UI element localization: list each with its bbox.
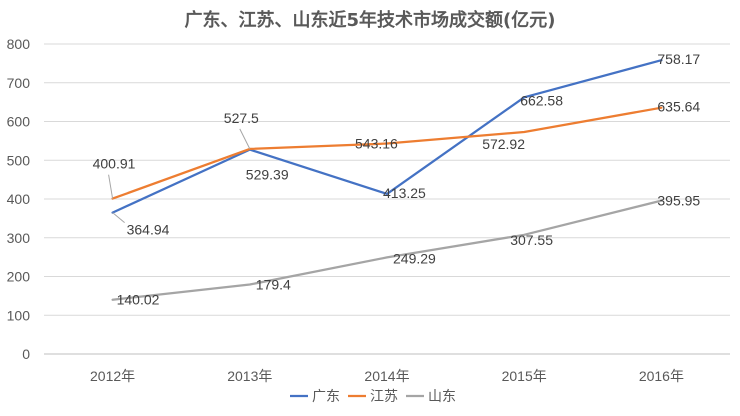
data-label: 572.92 [482, 136, 525, 152]
data-label-leader [112, 212, 125, 223]
legend-label: 江苏 [370, 389, 398, 405]
y-tick-label: 700 [7, 75, 31, 91]
data-label: 400.91 [93, 156, 136, 172]
y-tick-label: 100 [7, 307, 31, 323]
data-label: 395.95 [657, 193, 700, 209]
x-tick-label: 2016年 [639, 368, 684, 384]
data-label-leader [108, 174, 114, 199]
y-tick-label: 300 [7, 230, 31, 246]
x-tick-label: 2012年 [90, 368, 135, 384]
data-label: 758.17 [657, 51, 700, 67]
y-tick-label: 500 [7, 152, 31, 168]
y-tick-label: 400 [7, 191, 31, 207]
data-label: 249.29 [393, 250, 436, 266]
y-tick-label: 0 [22, 346, 30, 362]
legend-label: 广东 [312, 389, 340, 405]
data-label: 635.64 [657, 99, 700, 115]
data-label: 140.02 [117, 292, 160, 308]
y-tick-label: 600 [7, 114, 31, 130]
data-label: 527.5 [224, 110, 259, 126]
series-line-0 [111, 59, 663, 214]
x-tick-label: 2014年 [364, 368, 409, 384]
legend-label: 山东 [428, 389, 456, 405]
data-label-leader [239, 128, 251, 150]
data-label: 364.94 [127, 222, 170, 238]
chart-title: 广东、江苏、山东近5年技术市场成交额(亿元) [184, 10, 556, 31]
data-label: 179.4 [256, 276, 291, 292]
y-tick-label: 200 [7, 269, 31, 285]
x-tick-label: 2015年 [502, 368, 547, 384]
series-line-1 [111, 106, 663, 200]
series-line-2 [111, 199, 663, 301]
x-tick-label: 2013年 [227, 368, 272, 384]
data-label: 529.39 [246, 167, 289, 183]
data-label: 307.55 [510, 232, 553, 248]
data-label: 662.58 [520, 92, 563, 108]
data-label: 413.25 [383, 185, 426, 201]
data-label: 543.16 [355, 136, 398, 152]
y-tick-label: 800 [7, 36, 31, 52]
